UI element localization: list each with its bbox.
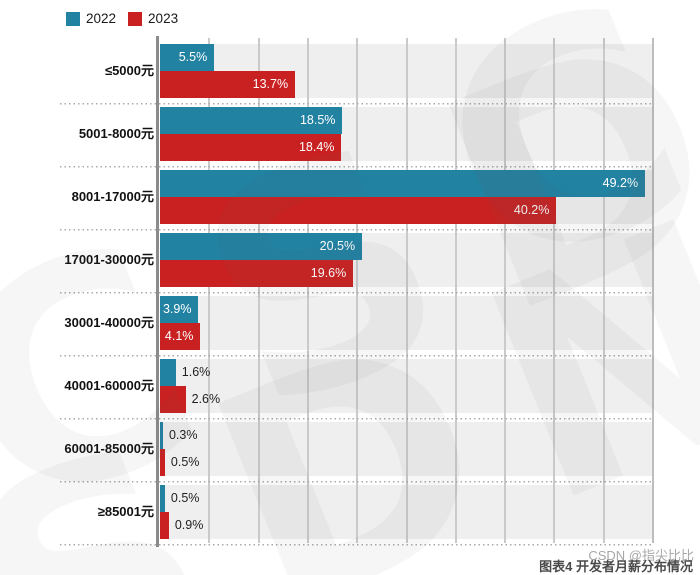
legend-swatch — [128, 12, 143, 26]
chart-legend: 2022 2023 — [66, 12, 190, 26]
gridline — [454, 38, 457, 543]
category-label: ≥85001元 — [97, 504, 154, 519]
legend-swatch — [66, 12, 80, 26]
bar-2022 — [160, 485, 165, 512]
bar-value-label: 0.3% — [168, 428, 198, 442]
bar-2022 — [160, 422, 163, 449]
category-label: 5001-8000元 — [78, 126, 154, 141]
axis-line — [156, 36, 159, 547]
chart-caption: 图表4 开发者月薪分布情况 — [539, 559, 693, 574]
category-label: 40001-60000元 — [64, 378, 154, 393]
bar-value-label: 18.5% — [299, 113, 336, 127]
bar-value-label: 13.7% — [252, 77, 289, 91]
bar-2023: 4.1% — [160, 323, 201, 350]
bar-2023 — [160, 386, 186, 413]
bar-value-label: 40.2% — [513, 203, 550, 217]
legend-item-2022: 2022 — [66, 12, 116, 26]
legend-label: 2022 — [86, 11, 117, 26]
bar-2023: 13.7% — [160, 71, 296, 98]
gridline — [504, 38, 507, 543]
bar-value-label: 4.1% — [164, 329, 194, 343]
bar-2023 — [160, 449, 165, 476]
bar-value-label: 18.4% — [298, 140, 335, 154]
row-separator — [60, 228, 653, 231]
gridline — [652, 38, 654, 543]
bar-2022: 18.5% — [160, 107, 343, 134]
bar-value-label: 2.6% — [191, 392, 221, 406]
bar-2022 — [160, 359, 176, 386]
category-label: 8001-17000元 — [71, 189, 154, 204]
category-label: ≤5000元 — [104, 63, 154, 78]
bar-2023: 18.4% — [160, 134, 342, 161]
row-separator — [60, 165, 653, 168]
row-separator — [60, 354, 653, 357]
category-label: 60001-85000元 — [64, 441, 154, 456]
gridline — [602, 38, 605, 543]
bar-2022: 3.9% — [160, 296, 199, 323]
row-separator — [60, 543, 653, 546]
category-label: 17001-30000元 — [64, 252, 154, 267]
bar-2022: 49.2% — [160, 170, 646, 197]
gridline — [553, 38, 556, 543]
gridline — [356, 38, 359, 543]
category-label: 30001-40000元 — [64, 315, 154, 330]
bar-value-label: 1.6% — [181, 365, 211, 379]
bar-value-label: 19.6% — [310, 266, 347, 280]
bar-value-label: 3.9% — [162, 302, 192, 316]
gridline — [306, 38, 309, 543]
bar-value-label: 0.5% — [170, 455, 200, 469]
bar-2022: 5.5% — [160, 44, 215, 71]
bar-value-label: 0.5% — [170, 491, 200, 505]
gridline — [405, 38, 408, 543]
legend-item-2023: 2023 — [128, 12, 178, 26]
bar-value-label: 49.2% — [602, 176, 639, 190]
bar-value-label: 0.9% — [174, 518, 204, 532]
gridline — [208, 38, 211, 543]
row-separator — [60, 102, 653, 105]
bar-2022: 20.5% — [160, 233, 363, 260]
bar-2023 — [160, 512, 169, 539]
row-separator — [60, 291, 653, 294]
bar-2023: 40.2% — [160, 197, 557, 224]
row-separator — [60, 417, 653, 420]
bar-2023: 19.6% — [160, 260, 354, 287]
csdn-user-watermark: CSDN @指尖比比 — [588, 548, 694, 563]
bar-value-label: 5.5% — [178, 50, 208, 64]
gridline — [257, 38, 260, 543]
legend-label: 2023 — [148, 11, 179, 26]
bar-value-label: 20.5% — [319, 239, 356, 253]
row-separator — [60, 480, 653, 483]
